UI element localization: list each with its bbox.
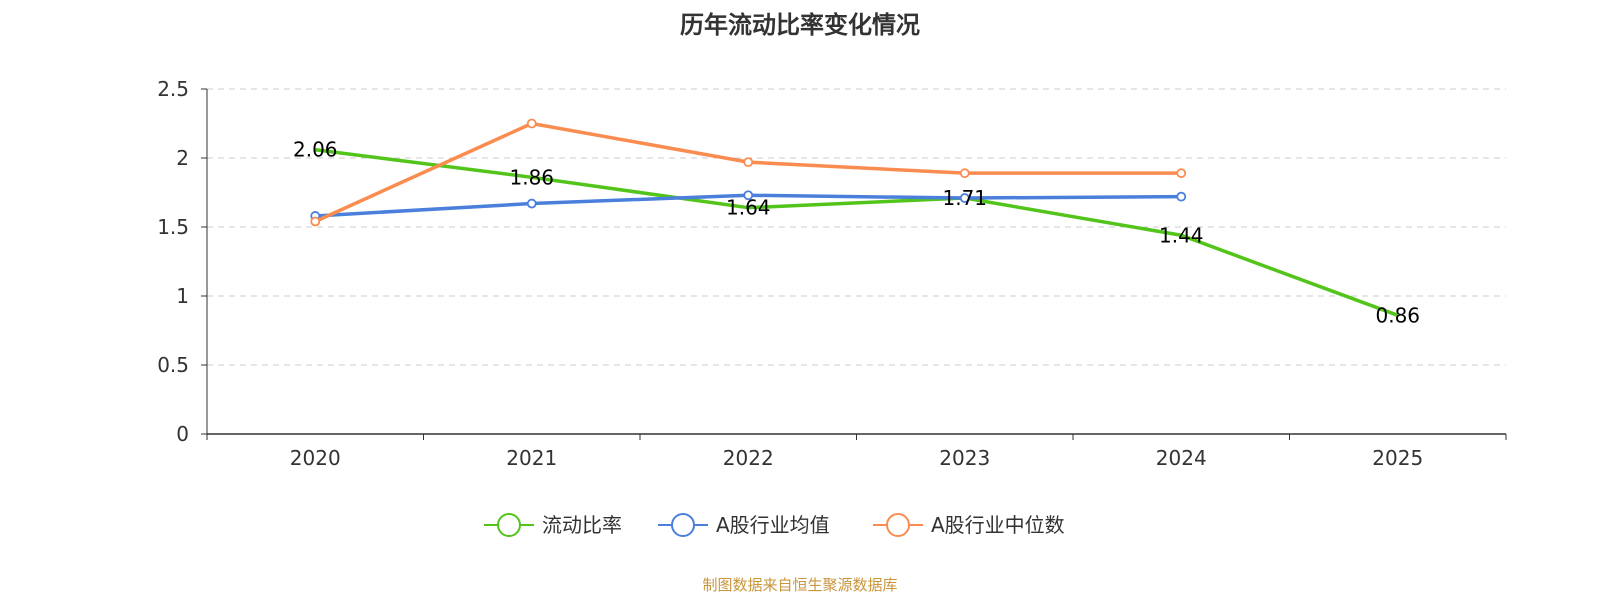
- legend: 流动比率 A股行业均值 A股行业中位数: [484, 513, 1065, 537]
- data-point: [310, 216, 321, 227]
- series-line-1: [315, 147, 1399, 317]
- legend-marker-icon: [886, 513, 910, 537]
- data-label: 1.71: [942, 186, 987, 210]
- data-label: 2.06: [293, 138, 338, 162]
- y-tick-label: 2: [176, 146, 189, 170]
- series-lines: [310, 118, 1399, 317]
- data-label: 0.86: [1375, 303, 1420, 327]
- y-tick-label: 0.5: [157, 353, 189, 377]
- data-point: [959, 168, 970, 179]
- axes: 0 0.5 1 1.5 2 2.5 2020 2021 2022 2023 2024 2025: [157, 77, 1507, 470]
- data-point: [959, 193, 970, 203]
- legend-label: 流动比率: [542, 513, 622, 537]
- data-label: 1.86: [509, 165, 554, 189]
- data-point: [1176, 191, 1187, 202]
- legend-label: A股行业中位数: [931, 513, 1065, 537]
- data-point: [1176, 168, 1187, 179]
- x-tick-label: 2021: [506, 446, 557, 470]
- data-label: 1.64: [726, 196, 771, 220]
- y-tick-label: 2.5: [157, 77, 189, 101]
- legend-item-1[interactable]: 流动比率: [484, 513, 622, 537]
- data-point: [526, 198, 537, 209]
- legend-marker-icon: [497, 513, 521, 537]
- x-tick-label: 2023: [939, 446, 990, 470]
- legend-marker-icon: [671, 513, 695, 537]
- legend-item-2[interactable]: A股行业均值: [658, 513, 830, 537]
- legend-label: A股行业均值: [716, 513, 830, 537]
- source-note: 制图数据来自恒生聚源数据库: [702, 576, 897, 594]
- x-tick-label: 2022: [723, 446, 774, 470]
- y-tick-label: 1: [176, 284, 189, 308]
- x-tick-label: 2020: [290, 446, 341, 470]
- data-label: 1.44: [1159, 223, 1204, 247]
- grid-lines: [207, 88, 1506, 366]
- data-point: [743, 190, 754, 201]
- legend-item-3[interactable]: A股行业中位数: [873, 513, 1065, 537]
- data-point: [526, 118, 537, 129]
- y-tick-label: 1.5: [157, 215, 189, 239]
- y-tick-label: 0: [176, 422, 189, 446]
- chart-title: 历年流动比率变化情况: [680, 11, 920, 39]
- data-labels: 2.06 1.86 1.64 1.71 1.44 0.86: [293, 138, 1420, 328]
- x-tick-label: 2024: [1156, 446, 1207, 470]
- x-tick-label: 2025: [1372, 446, 1423, 470]
- data-point: [743, 157, 754, 168]
